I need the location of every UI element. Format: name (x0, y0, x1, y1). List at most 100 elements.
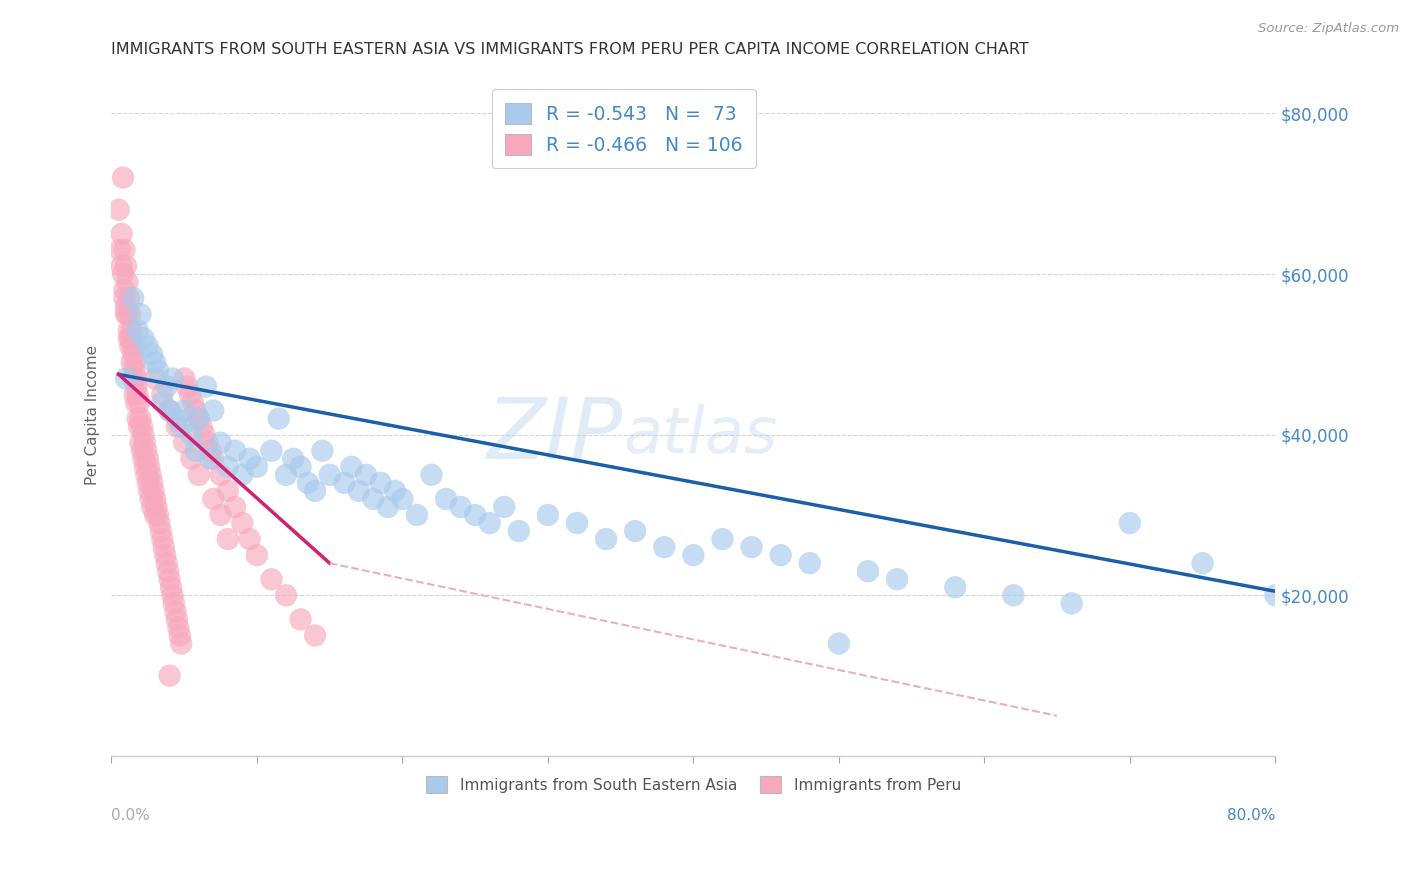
Point (125, 379, 148, 393)
Point (682, 548, 704, 562)
Point (434, 491, 457, 506)
Point (143, 371, 166, 385)
Text: IMMIGRANTS FROM SOUTH EASTERN ASIA VS IMMIGRANTS FROM PERU PER CAPITA INCOME COR: IMMIGRANTS FROM SOUTH EASTERN ASIA VS IM… (111, 42, 1029, 57)
Point (128, 419, 150, 434)
Point (157, 564, 180, 578)
Point (333, 475, 356, 490)
Point (141, 475, 163, 490)
Point (166, 612, 188, 626)
Point (173, 435, 195, 450)
Point (146, 363, 169, 377)
Point (120, 307, 142, 321)
Point (122, 347, 145, 361)
Point (377, 500, 399, 514)
Point (120, 331, 142, 345)
Point (124, 363, 146, 377)
Text: ZIP: ZIP (488, 393, 623, 476)
Point (125, 371, 148, 385)
Point (141, 500, 163, 514)
Point (769, 548, 792, 562)
Point (363, 491, 385, 506)
Point (121, 323, 143, 337)
Point (318, 467, 340, 482)
Point (274, 588, 297, 602)
Point (202, 403, 225, 417)
Point (494, 500, 516, 514)
Point (202, 451, 225, 466)
Point (127, 387, 149, 401)
Point (145, 500, 167, 514)
Point (156, 379, 179, 393)
Point (391, 491, 413, 506)
Point (131, 419, 153, 434)
Point (120, 339, 142, 353)
Point (187, 411, 209, 425)
Point (304, 628, 326, 642)
Point (260, 443, 283, 458)
Point (138, 459, 160, 474)
Point (565, 516, 588, 530)
Text: Source: ZipAtlas.com: Source: ZipAtlas.com (1258, 22, 1399, 36)
Point (169, 628, 191, 642)
Point (136, 451, 159, 466)
Point (127, 411, 149, 425)
Point (129, 411, 152, 425)
Point (143, 491, 166, 506)
Point (239, 451, 262, 466)
Point (110, 227, 132, 241)
Text: 0.0%: 0.0% (111, 808, 150, 823)
Point (167, 620, 190, 634)
Point (132, 451, 155, 466)
Point (118, 331, 141, 345)
Point (209, 467, 232, 482)
Text: atlas: atlas (623, 404, 778, 466)
Point (114, 243, 136, 257)
Point (1060, 596, 1083, 610)
Point (150, 532, 173, 546)
Point (139, 467, 162, 482)
Point (406, 508, 429, 522)
Point (224, 500, 246, 514)
Point (209, 435, 232, 450)
Point (741, 540, 763, 554)
Point (187, 411, 209, 425)
Point (159, 668, 181, 682)
Point (136, 475, 159, 490)
Point (181, 395, 204, 409)
Point (1119, 516, 1142, 530)
Point (283, 451, 305, 466)
Text: 80.0%: 80.0% (1227, 808, 1275, 823)
Point (197, 435, 219, 450)
Point (170, 419, 193, 434)
Point (886, 572, 908, 586)
Point (246, 459, 269, 474)
Point (108, 243, 131, 257)
Point (162, 588, 184, 602)
Point (274, 467, 297, 482)
Point (856, 564, 879, 578)
Point (124, 387, 146, 401)
Point (537, 508, 560, 522)
Point (115, 371, 138, 385)
Point (304, 483, 326, 498)
Point (112, 170, 135, 185)
Point (117, 275, 139, 289)
Point (115, 259, 138, 273)
Point (180, 451, 202, 466)
Point (166, 411, 188, 425)
Point (179, 387, 201, 401)
Point (159, 403, 181, 417)
Point (354, 467, 377, 482)
Point (202, 491, 225, 506)
Point (159, 403, 181, 417)
Point (1264, 588, 1286, 602)
Point (117, 307, 139, 321)
Point (127, 323, 149, 337)
Point (478, 516, 501, 530)
Point (110, 259, 132, 273)
Point (180, 427, 202, 442)
Point (107, 202, 129, 217)
Point (150, 395, 173, 409)
Point (122, 371, 145, 385)
Point (122, 339, 145, 353)
